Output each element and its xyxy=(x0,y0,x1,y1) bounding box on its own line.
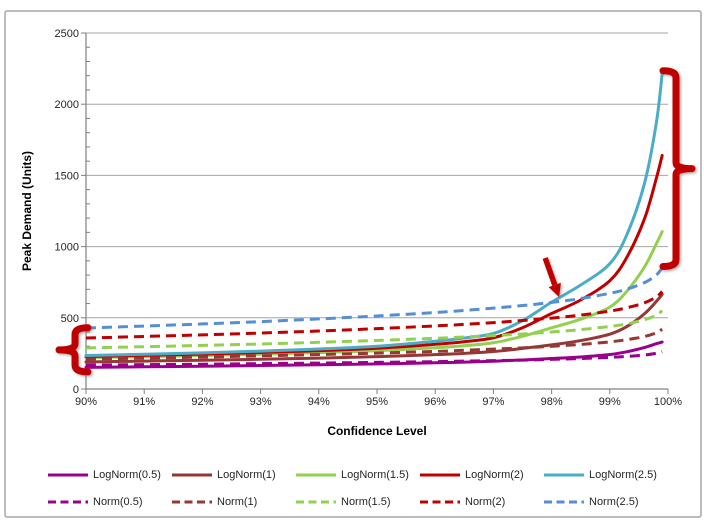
series-norm-2-5- xyxy=(85,266,664,330)
legend-swatch-solid xyxy=(172,473,212,476)
legend-swatch-solid xyxy=(544,473,584,476)
legend-swatch-dashed xyxy=(172,500,212,503)
x-tick-label: 97% xyxy=(482,396,504,408)
x-tick-label: 99% xyxy=(599,396,621,408)
y-tick-label: 1000 xyxy=(55,242,79,254)
x-tick-label: 90% xyxy=(75,396,97,408)
x-tick-label: 95% xyxy=(366,396,388,408)
x-tick-label: 98% xyxy=(541,396,563,408)
legend-item-norm-0-5-: Norm(0.5) xyxy=(48,496,172,508)
legend-item-lognorm-1-: LogNorm(1) xyxy=(172,469,296,481)
x-tick-label: 91% xyxy=(133,396,155,408)
legend-item-norm-2-5-: Norm(2.5) xyxy=(544,496,668,508)
series-lognorm-2-5- xyxy=(84,72,664,358)
y-axis-title: Peak Demand (Units) xyxy=(20,150,34,272)
series-norm-0-5- xyxy=(85,350,663,367)
annotations xyxy=(55,67,696,376)
legend-label: Norm(1) xyxy=(217,495,258,508)
legend-item-norm-1-: Norm(1) xyxy=(172,496,296,508)
figure-border xyxy=(4,10,702,518)
legend-item-lognorm-2-: LogNorm(2) xyxy=(420,469,544,481)
legend-label: LogNorm(1.5) xyxy=(341,468,409,481)
legend-swatch-dashed xyxy=(48,500,88,503)
y-tick-label: 0 xyxy=(73,384,79,396)
y-tick-label: 1500 xyxy=(55,170,79,182)
x-tick-label: 96% xyxy=(424,396,446,408)
legend-label: LogNorm(2) xyxy=(465,468,524,481)
highlight-brace-left xyxy=(55,324,92,376)
legend-swatch-dashed xyxy=(296,500,336,503)
y-tick-label: 500 xyxy=(61,313,79,325)
series-norm-1-5- xyxy=(85,309,664,350)
x-tick-label: 100% xyxy=(654,396,682,408)
legend-label: LogNorm(2.5) xyxy=(589,468,657,481)
chart-legend: LogNorm(0.5) LogNorm(1) LogNorm(1.5) LogNor… xyxy=(48,461,668,515)
x-tick-label: 92% xyxy=(191,396,213,408)
legend-swatch-solid xyxy=(48,473,88,476)
series-norm-1- xyxy=(85,327,664,361)
legend-item-norm-2-: Norm(2) xyxy=(420,496,544,508)
highlight-brace-right xyxy=(659,67,696,271)
legend-swatch-dashed xyxy=(420,500,460,503)
legend-label: Norm(2.5) xyxy=(589,495,639,508)
y-tick-label: 2500 xyxy=(55,28,79,40)
x-tick-label: 93% xyxy=(250,396,272,408)
legend-item-lognorm-2-5-: LogNorm(2.5) xyxy=(544,469,668,481)
legend-swatch-dashed xyxy=(544,500,584,503)
series-lognorm-1-5- xyxy=(84,230,664,360)
series-norm-2- xyxy=(85,290,664,340)
legend-swatch-solid xyxy=(296,473,336,476)
legend-row-solid: LogNorm(0.5) LogNorm(1) LogNorm(1.5) LogNor… xyxy=(48,461,668,488)
legend-item-norm-1-5-: Norm(1.5) xyxy=(296,496,420,508)
y-tick-label: 2000 xyxy=(55,99,79,111)
legend-label: Norm(0.5) xyxy=(93,495,143,508)
highlight-arrow-head xyxy=(548,282,561,298)
x-axis-title: Confidence Level xyxy=(327,424,427,438)
legend-row-dashed: Norm(0.5) Norm(1) Norm(1.5) Norm(2) Norm(2.5… xyxy=(48,488,668,515)
highlight-arrow-shaft xyxy=(542,257,558,286)
x-tick-label: 94% xyxy=(308,396,330,408)
legend-item-lognorm-0-5-: LogNorm(0.5) xyxy=(48,469,172,481)
legend-swatch-solid xyxy=(420,473,460,476)
legend-label: Norm(2) xyxy=(465,495,506,508)
legend-label: LogNorm(0.5) xyxy=(93,468,161,481)
legend-label: LogNorm(1) xyxy=(217,468,276,481)
legend-item-lognorm-1-5-: LogNorm(1.5) xyxy=(296,469,420,481)
legend-label: Norm(1.5) xyxy=(341,495,391,508)
